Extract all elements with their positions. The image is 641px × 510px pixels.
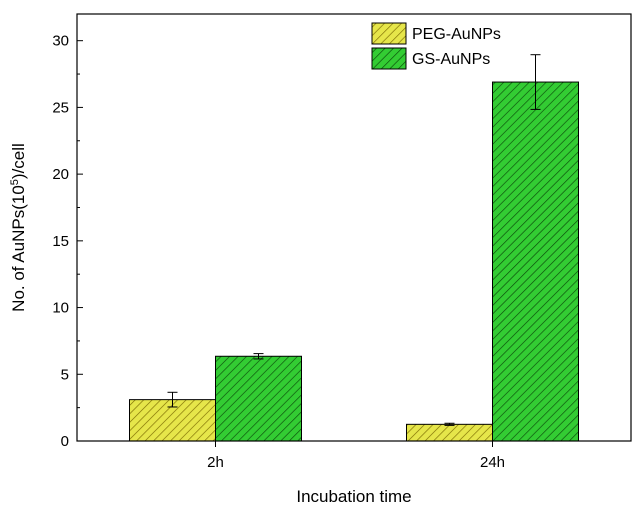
legend-item-peg-aunps: PEG-AuNPs [371,22,501,45]
y-axis: 0 5 10 15 20 25 30 [52,33,83,450]
legend-label: PEG-AuNPs [412,26,501,43]
error-bar-gs-aunps-24h [530,54,541,110]
y-tick-label: 5 [61,366,69,383]
y-tick-label: 30 [52,33,69,50]
bar-gs-aunps-2h [215,355,302,442]
bar-peg-aunps-24h [406,423,493,442]
plot-frame [76,13,632,442]
error-bar-gs-aunps-2h [253,353,264,360]
bars-layer [129,81,579,442]
error-bars-layer [167,54,541,426]
error-bar-peg-aunps-24h [444,422,455,426]
y-axis-title-prefix: No. of AuNPs(10 [9,185,28,312]
legend: PEG-AuNPs GS-AuNPs [371,22,501,70]
legend-label: GS-AuNPs [412,51,490,68]
legend-swatch [371,47,407,70]
y-tick-label: 10 [52,300,69,317]
y-tick-label: 25 [52,99,69,116]
x-axis: 2h 24h [207,441,505,471]
y-axis-title: No. of AuNPs(105)/cell [9,143,28,312]
bar-gs-aunps-24h [492,81,579,442]
y-tick-label: 0 [61,433,69,450]
x-tick-label: 2h [207,454,224,471]
legend-item-gs-aunps: GS-AuNPs [371,47,490,70]
legend-swatch [371,22,407,45]
y-tick-label: 20 [52,166,69,183]
x-tick-label: 24h [480,454,505,471]
x-axis-title: Incubation time [296,487,411,506]
error-bar-peg-aunps-2h [167,391,178,408]
y-axis-title-superscript: 5 [9,179,21,185]
y-tick-label: 15 [52,233,69,250]
y-axis-title-suffix: )/cell [9,143,28,179]
